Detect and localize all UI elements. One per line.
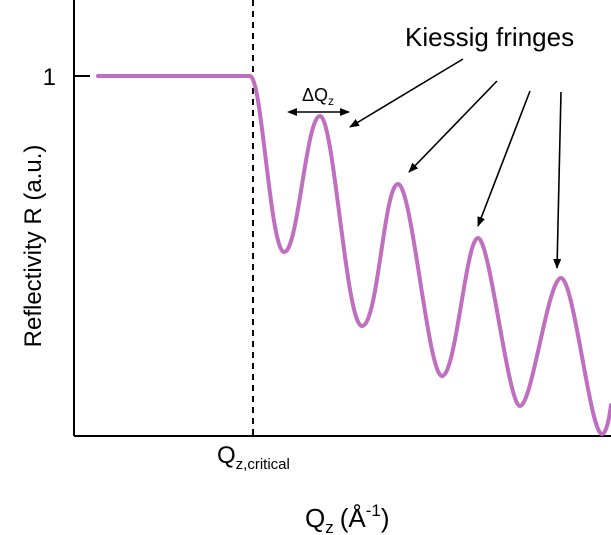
y-tick-label: 1 (43, 64, 56, 91)
y-axis-label: Reflectivity R (a.u.) (20, 145, 47, 348)
critical-q-label: Qz,critical (217, 442, 290, 473)
fringe-arrow-2 (409, 81, 497, 172)
fringe-arrow-1 (350, 59, 463, 127)
fringe-arrow-3 (478, 91, 530, 226)
fringe-arrow-4 (557, 92, 561, 268)
reflectivity-curve (98, 76, 611, 434)
delta-q-label: ΔQz (302, 85, 334, 108)
kiessig-fringes-label: Kiessig fringes (405, 22, 574, 52)
x-axis-label: Qz (Å-1) (305, 501, 390, 535)
